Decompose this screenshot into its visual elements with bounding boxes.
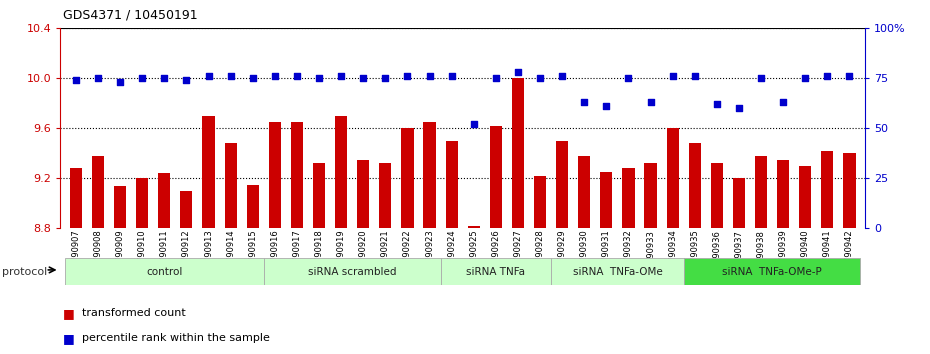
- Bar: [423, 122, 435, 228]
- Bar: [490, 126, 502, 228]
- Point: [334, 74, 349, 79]
- Bar: [158, 173, 170, 228]
- Text: protocol: protocol: [2, 267, 47, 277]
- Point: [798, 75, 813, 81]
- Bar: [468, 226, 480, 228]
- Text: siRNA scrambled: siRNA scrambled: [308, 267, 396, 277]
- Point: [157, 75, 172, 81]
- Point: [466, 121, 481, 127]
- Bar: [224, 143, 237, 228]
- Bar: [313, 163, 326, 228]
- Bar: [357, 160, 369, 228]
- Point: [643, 99, 658, 105]
- Bar: [799, 166, 811, 228]
- Point: [356, 75, 371, 81]
- Bar: [269, 122, 281, 228]
- Text: siRNA  TNFa-OMe-P: siRNA TNFa-OMe-P: [723, 267, 822, 277]
- Point: [621, 75, 636, 81]
- Bar: [644, 163, 657, 228]
- Bar: [264, 258, 441, 285]
- Text: control: control: [146, 267, 182, 277]
- Point: [488, 75, 503, 81]
- Bar: [733, 178, 745, 228]
- Point: [776, 99, 790, 105]
- Bar: [441, 258, 551, 285]
- Text: ■: ■: [63, 307, 75, 320]
- Bar: [755, 156, 767, 228]
- Point: [201, 74, 216, 79]
- Bar: [711, 163, 723, 228]
- Bar: [844, 153, 856, 228]
- Point: [179, 78, 193, 83]
- Bar: [136, 178, 148, 228]
- Point: [268, 74, 283, 79]
- Bar: [600, 172, 612, 228]
- Point: [753, 75, 768, 81]
- Bar: [777, 160, 790, 228]
- Point: [687, 74, 702, 79]
- Bar: [684, 258, 860, 285]
- Point: [246, 75, 260, 81]
- Bar: [622, 169, 634, 228]
- Point: [289, 74, 304, 79]
- Bar: [246, 184, 259, 228]
- Text: GDS4371 / 10450191: GDS4371 / 10450191: [63, 9, 198, 22]
- Bar: [551, 258, 684, 285]
- Text: transformed count: transformed count: [82, 308, 186, 318]
- Point: [665, 74, 680, 79]
- Bar: [821, 151, 833, 228]
- Bar: [379, 163, 392, 228]
- Text: siRNA TNFa: siRNA TNFa: [466, 267, 525, 277]
- Bar: [203, 116, 215, 228]
- Bar: [335, 116, 347, 228]
- Bar: [534, 176, 546, 228]
- Point: [732, 105, 747, 111]
- Bar: [556, 141, 568, 228]
- Bar: [667, 129, 679, 228]
- Bar: [688, 143, 701, 228]
- Point: [533, 75, 548, 81]
- Bar: [92, 156, 104, 228]
- Bar: [512, 78, 524, 228]
- Point: [312, 75, 326, 81]
- Point: [842, 74, 857, 79]
- Point: [223, 74, 238, 79]
- Point: [422, 74, 437, 79]
- Point: [69, 78, 84, 83]
- Point: [554, 74, 569, 79]
- Bar: [402, 129, 414, 228]
- Point: [378, 75, 392, 81]
- Point: [820, 74, 835, 79]
- Bar: [70, 169, 82, 228]
- Text: ■: ■: [63, 332, 75, 344]
- Point: [577, 99, 591, 105]
- Bar: [291, 122, 303, 228]
- Point: [511, 69, 525, 75]
- Point: [445, 74, 459, 79]
- Bar: [445, 141, 458, 228]
- Point: [113, 80, 127, 85]
- Point: [599, 103, 614, 109]
- Text: siRNA  TNFa-OMe: siRNA TNFa-OMe: [573, 267, 662, 277]
- Text: percentile rank within the sample: percentile rank within the sample: [82, 333, 270, 343]
- Point: [90, 75, 105, 81]
- Point: [710, 102, 724, 107]
- Bar: [578, 156, 591, 228]
- Point: [135, 75, 150, 81]
- Point: [400, 74, 415, 79]
- Bar: [114, 186, 126, 228]
- Bar: [65, 258, 264, 285]
- Bar: [180, 191, 193, 228]
